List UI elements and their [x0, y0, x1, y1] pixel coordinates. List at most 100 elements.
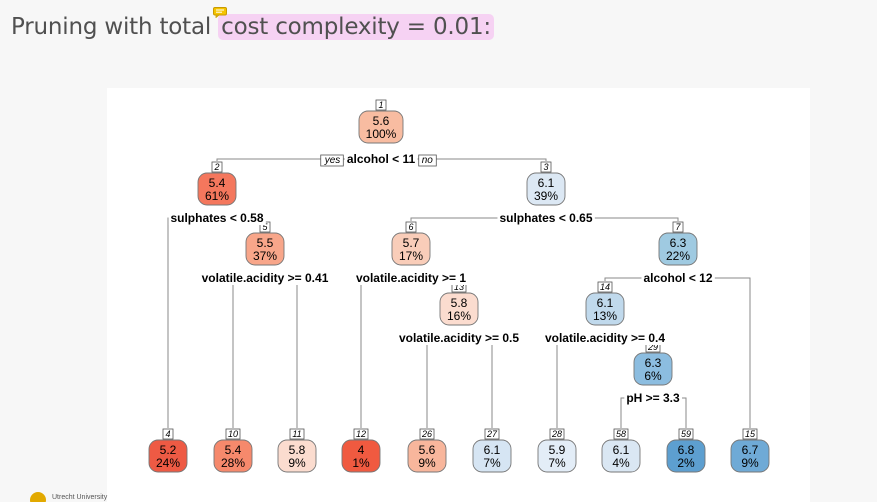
- node-id-label: 2: [213, 162, 219, 172]
- tree-node-5: 5 5.537%: [245, 221, 285, 266]
- node-box: [633, 352, 673, 386]
- tree-node-29: 29 6.36%: [633, 341, 673, 386]
- node-id-label: 5: [262, 222, 268, 232]
- node-box: [148, 439, 188, 473]
- tree-nodes: 15.6100%25.461%36.139%55.537%65.717%76.3…: [148, 99, 770, 473]
- node-id-label: 11: [292, 429, 301, 439]
- tree-node-14: 14 6.113%: [585, 281, 625, 326]
- split-label-bg: [353, 271, 469, 285]
- tree-node-11: 11 5.89%: [277, 428, 317, 473]
- split-label-bg: [542, 331, 668, 345]
- split-label-1: alcohol < 11: [347, 152, 416, 166]
- tree-node-26: 26 5.69%: [407, 428, 447, 473]
- node-percent: 100%: [366, 127, 397, 141]
- sun-logo-icon: [30, 492, 46, 502]
- node-id-box: [549, 428, 565, 440]
- node-percent: 9%: [288, 456, 306, 470]
- node-id-box: [405, 221, 417, 233]
- node-value: 5.4: [225, 443, 242, 457]
- node-id-box: [540, 161, 552, 173]
- node-percent: 4%: [612, 456, 630, 470]
- node-id-label: 4: [165, 429, 170, 439]
- node-id-box: [613, 428, 629, 440]
- node-value: 6.1: [538, 176, 555, 190]
- tree-node-13: 13 5.816%: [439, 281, 479, 326]
- tree-node-6: 6 5.717%: [391, 221, 431, 266]
- node-id-box: [289, 428, 305, 440]
- branch-line-7: [604, 277, 751, 428]
- tree-node-28: 28 5.97%: [537, 428, 577, 473]
- node-percent: 9%: [741, 456, 759, 470]
- tree-node-10: 10 5.428%: [213, 428, 253, 473]
- node-box: [472, 439, 512, 473]
- node-id-label: 1: [378, 100, 383, 110]
- node-percent: 61%: [205, 189, 229, 203]
- university-logo: Utrecht University: [30, 490, 140, 502]
- node-value: 5.2: [160, 443, 177, 457]
- tree-node-7: 7 6.322%: [658, 221, 698, 266]
- node-percent: 1%: [352, 456, 370, 470]
- node-value: 5.5: [257, 236, 274, 250]
- node-value: 5.8: [451, 296, 468, 310]
- node-value: 6.1: [613, 443, 630, 457]
- node-value: 5.9: [549, 443, 566, 457]
- tree-node-27: 27 6.17%: [472, 428, 512, 473]
- node-id-box: [225, 428, 241, 440]
- node-value: 6.7: [742, 443, 759, 457]
- split-label-bg: [396, 331, 522, 345]
- node-id-label: 59: [681, 429, 691, 439]
- node-percent: 9%: [418, 456, 436, 470]
- node-percent: 6%: [644, 369, 662, 383]
- split-label-bg: [344, 152, 418, 166]
- tree-node-2: 2 5.461%: [197, 161, 237, 206]
- split-label-13: volatile.acidity >= 0.5: [399, 331, 519, 345]
- node-percent: 37%: [253, 249, 277, 263]
- node-percent: 7%: [548, 456, 566, 470]
- split-label-2: sulphates < 0.58: [170, 211, 263, 225]
- node-value: 5.4: [209, 176, 226, 190]
- node-id-label: 28: [551, 429, 562, 439]
- node-id-box: [484, 428, 500, 440]
- node-percent: 13%: [593, 309, 617, 323]
- node-id-box: [672, 221, 684, 233]
- node-value: 6.1: [597, 296, 614, 310]
- node-box: [245, 232, 285, 266]
- node-percent: 24%: [156, 456, 180, 470]
- tree-node-3: 3 6.139%: [526, 161, 566, 206]
- node-value: 4: [358, 443, 365, 457]
- node-box: [526, 172, 566, 206]
- node-percent: 22%: [666, 249, 690, 263]
- node-id-box: [742, 428, 758, 440]
- node-id-label: 6: [408, 222, 413, 232]
- node-value: 5.8: [289, 443, 306, 457]
- node-percent: 16%: [447, 309, 471, 323]
- node-id-box: [162, 428, 174, 440]
- split-label-6: volatile.acidity >= 1: [356, 271, 466, 285]
- node-id-box: [419, 428, 435, 440]
- node-box: [537, 439, 577, 473]
- tree-svg: 15.6100%25.461%36.139%55.537%65.717%76.3…: [148, 99, 770, 473]
- tree-node-59: 59 6.82%: [666, 428, 706, 473]
- node-id-box: [211, 161, 223, 173]
- branch-tag-box-no: [418, 154, 437, 167]
- node-id-label: 27: [486, 429, 498, 439]
- node-id-label: 3: [543, 162, 548, 172]
- node-box: [391, 232, 431, 266]
- split-labels: alcohol < 11 sulphates < 0.58 volatile.aci…: [168, 152, 715, 405]
- comment-icon[interactable]: [213, 7, 227, 18]
- node-value: 6.3: [670, 236, 687, 250]
- split-label-bg: [199, 271, 331, 285]
- node-box: [213, 439, 253, 473]
- node-percent: 17%: [399, 249, 423, 263]
- logo-text: Utrecht University: [52, 494, 108, 501]
- node-box: [666, 439, 706, 473]
- title-highlight: cost complexity = 0.01:: [218, 14, 494, 40]
- branch-tag-no: no: [422, 155, 434, 166]
- node-box: [658, 232, 698, 266]
- node-box: [358, 110, 404, 144]
- tree-node-12: 12 41%: [341, 428, 381, 473]
- node-value: 5.6: [373, 114, 390, 128]
- node-id-label: 7: [675, 222, 681, 232]
- node-box: [277, 439, 317, 473]
- tree-diagram: 1 5.6 100% 2 5.4 61% 3 6.1 39% 5 5.5 37% 6 5.7 17% 7 6.3…: [107, 88, 810, 502]
